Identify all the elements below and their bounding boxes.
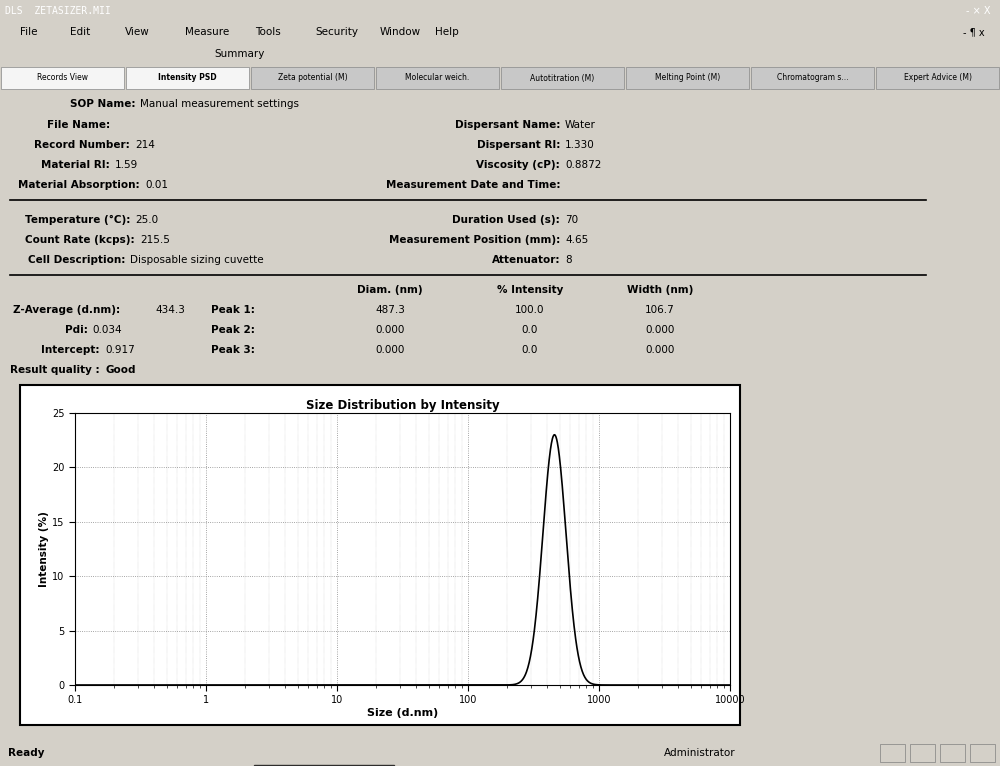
Text: Cell Description:: Cell Description: bbox=[28, 255, 125, 265]
Text: View: View bbox=[125, 27, 150, 37]
Text: 214: 214 bbox=[135, 140, 155, 150]
Text: Expert Advice (M): Expert Advice (M) bbox=[904, 74, 972, 83]
Bar bbox=[20, 385, 740, 725]
Text: Dispersant RI:: Dispersant RI: bbox=[477, 140, 560, 150]
Text: Temperature (°C):: Temperature (°C): bbox=[25, 215, 130, 225]
Text: 4.65: 4.65 bbox=[565, 235, 588, 245]
Text: Help: Help bbox=[435, 27, 459, 37]
Text: Peak 3:: Peak 3: bbox=[211, 345, 255, 355]
Text: Window: Window bbox=[380, 27, 421, 37]
Text: Dispersant Name:: Dispersant Name: bbox=[455, 120, 560, 130]
Bar bbox=[126, 67, 249, 89]
Text: Intensity PSD: Intensity PSD bbox=[158, 74, 217, 83]
Text: Good: Good bbox=[105, 365, 136, 375]
Text: File Name:: File Name: bbox=[47, 120, 110, 130]
Text: 70: 70 bbox=[565, 215, 578, 225]
Bar bbox=[251, 67, 374, 89]
Text: Security: Security bbox=[315, 27, 358, 37]
Text: 0.0: 0.0 bbox=[522, 325, 538, 335]
Text: 100.0: 100.0 bbox=[515, 305, 545, 315]
Text: Diam. (nm): Diam. (nm) bbox=[357, 285, 423, 295]
Text: Edit: Edit bbox=[70, 27, 90, 37]
Text: Duration Used (s):: Duration Used (s): bbox=[452, 215, 560, 225]
Text: - ¶ x: - ¶ x bbox=[963, 27, 985, 37]
Text: - × X: - × X bbox=[966, 6, 990, 16]
Bar bbox=[376, 67, 499, 89]
Text: 106.7: 106.7 bbox=[645, 305, 675, 315]
Text: 0.000: 0.000 bbox=[645, 325, 675, 335]
Text: Result quality :: Result quality : bbox=[10, 365, 100, 375]
Bar bbox=[970, 744, 995, 762]
Text: 25.0: 25.0 bbox=[135, 215, 158, 225]
Text: 0.01: 0.01 bbox=[145, 180, 168, 190]
Text: 0.0: 0.0 bbox=[522, 345, 538, 355]
Text: 434.3: 434.3 bbox=[155, 305, 185, 315]
Text: Peak 1:: Peak 1: bbox=[211, 305, 255, 315]
Text: 0.917: 0.917 bbox=[105, 345, 135, 355]
Text: 215.5: 215.5 bbox=[140, 235, 170, 245]
Text: Measurement Date and Time:: Measurement Date and Time: bbox=[386, 180, 560, 190]
X-axis label: Size (d.nm): Size (d.nm) bbox=[367, 709, 438, 719]
Bar bbox=[940, 744, 965, 762]
Text: Measure: Measure bbox=[185, 27, 229, 37]
Text: 8: 8 bbox=[565, 255, 572, 265]
Text: Z-Average (d.nm):: Z-Average (d.nm): bbox=[13, 305, 120, 315]
Text: Count Rate (kcps):: Count Rate (kcps): bbox=[25, 235, 135, 245]
Text: 0.034: 0.034 bbox=[92, 325, 122, 335]
Text: DLS  ZETASIZER.MII: DLS ZETASIZER.MII bbox=[5, 6, 111, 16]
Text: Manual measurement settings: Manual measurement settings bbox=[140, 99, 299, 109]
Bar bbox=[880, 744, 905, 762]
Bar bbox=[501, 67, 624, 89]
Text: File: File bbox=[20, 27, 38, 37]
Text: Width (nm): Width (nm) bbox=[627, 285, 693, 295]
Bar bbox=[626, 67, 749, 89]
Text: Pdi:: Pdi: bbox=[65, 325, 88, 335]
Y-axis label: Intensity (%): Intensity (%) bbox=[39, 511, 49, 587]
Text: 0.8872: 0.8872 bbox=[565, 160, 601, 170]
Text: Zeta potential (M): Zeta potential (M) bbox=[278, 74, 347, 83]
Text: Melting Point (M): Melting Point (M) bbox=[655, 74, 720, 83]
Text: 1.59: 1.59 bbox=[115, 160, 138, 170]
Legend: Record 214: 尺度阹8: Record 214: 尺度阹8 bbox=[254, 764, 394, 766]
Text: Water: Water bbox=[565, 120, 596, 130]
Text: Summary: Summary bbox=[215, 49, 265, 59]
Text: Ready: Ready bbox=[8, 748, 44, 758]
Text: Autotitration (M): Autotitration (M) bbox=[530, 74, 595, 83]
Bar bbox=[876, 67, 999, 89]
Text: Administrator: Administrator bbox=[664, 748, 736, 758]
Text: 0.000: 0.000 bbox=[375, 345, 405, 355]
Text: Attenuator:: Attenuator: bbox=[492, 255, 560, 265]
Text: % Intensity: % Intensity bbox=[497, 285, 563, 295]
Text: Record Number:: Record Number: bbox=[34, 140, 130, 150]
Text: SOP Name:: SOP Name: bbox=[70, 99, 135, 109]
Bar bbox=[910, 744, 935, 762]
Title: Size Distribution by Intensity: Size Distribution by Intensity bbox=[306, 399, 499, 412]
Text: Peak 2:: Peak 2: bbox=[211, 325, 255, 335]
Text: Records View: Records View bbox=[37, 74, 88, 83]
Text: Material Absorption:: Material Absorption: bbox=[18, 180, 140, 190]
Text: Disposable sizing cuvette: Disposable sizing cuvette bbox=[130, 255, 264, 265]
Text: Measurement Position (mm):: Measurement Position (mm): bbox=[389, 235, 560, 245]
Bar bbox=[1, 67, 124, 89]
Text: Viscosity (cP):: Viscosity (cP): bbox=[476, 160, 560, 170]
Text: Tools: Tools bbox=[255, 27, 281, 37]
Text: 0.000: 0.000 bbox=[375, 325, 405, 335]
Text: Molecular weich.: Molecular weich. bbox=[405, 74, 470, 83]
Text: 1.330: 1.330 bbox=[565, 140, 595, 150]
Bar bbox=[751, 67, 874, 89]
Text: 487.3: 487.3 bbox=[375, 305, 405, 315]
Text: Intercept:: Intercept: bbox=[42, 345, 100, 355]
Text: Chromatogram s...: Chromatogram s... bbox=[777, 74, 848, 83]
Text: Material RI:: Material RI: bbox=[41, 160, 110, 170]
Text: 0.000: 0.000 bbox=[645, 345, 675, 355]
